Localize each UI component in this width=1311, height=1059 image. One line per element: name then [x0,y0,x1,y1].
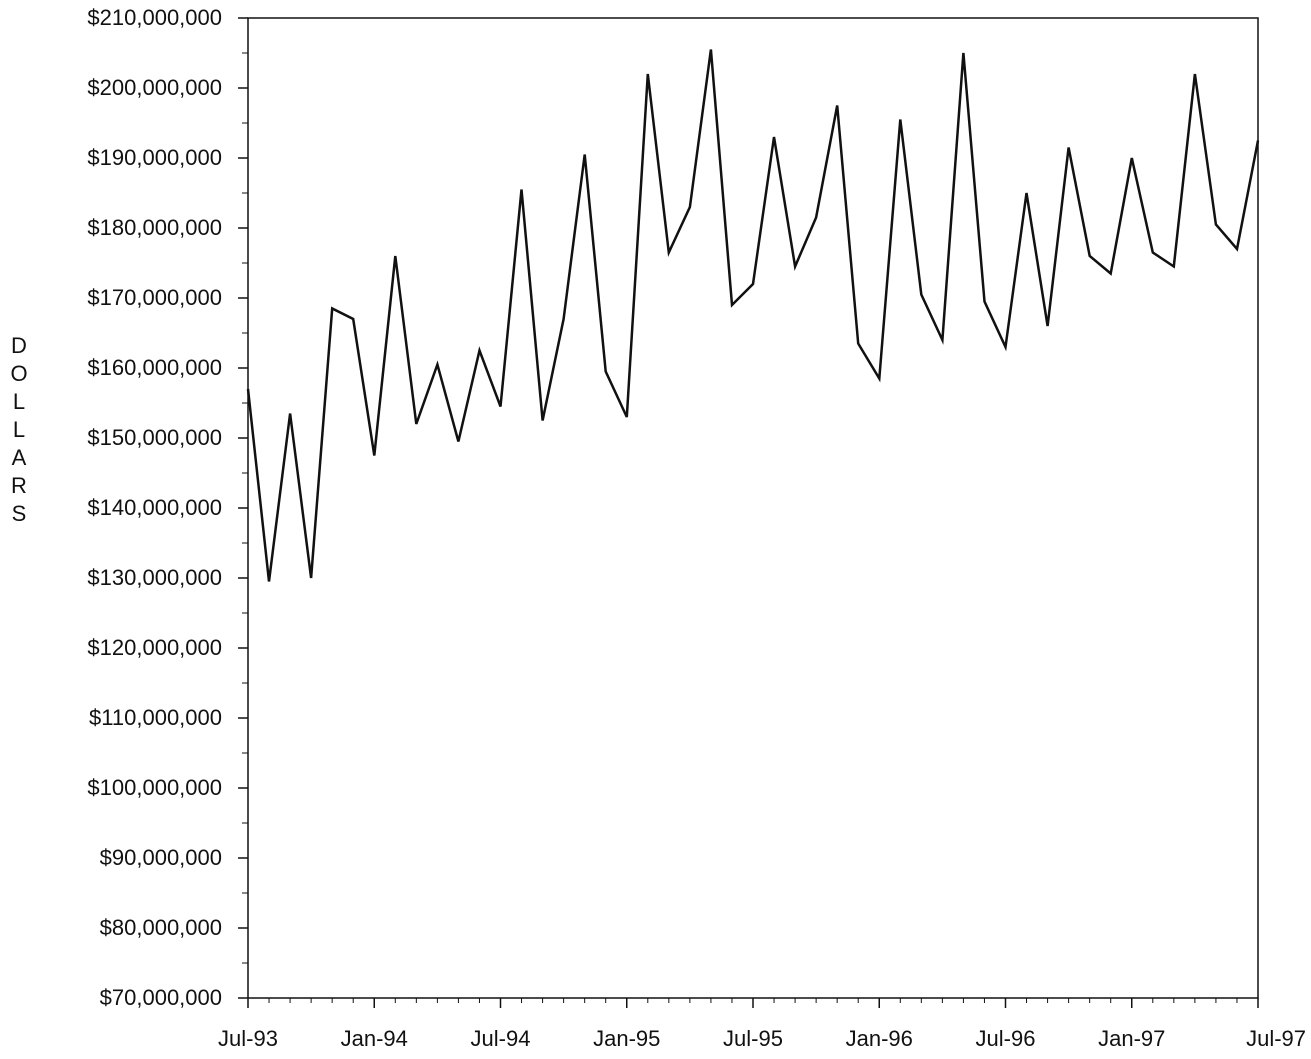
y-tick-label: $110,000,000 [89,705,222,730]
y-axis-label-letter: O [10,361,28,386]
x-tick-label: Jan-94 [341,1026,408,1051]
y-tick-label: $170,000,000 [87,285,222,310]
axes [247,17,1259,999]
y-tick-label: $200,000,000 [87,75,222,100]
y-axis-label-letter: S [11,501,27,526]
x-tick-label: Jul-93 [218,1026,278,1051]
y-axis-ticks: $70,000,000 $80,000,000 $90,000,000 $100,00… [87,5,248,1010]
series-layer [246,49,1260,582]
x-tick-label: Jan-95 [593,1026,660,1051]
y-tick-label: $100,000,000 [87,775,222,800]
y-tick-label: $160,000,000 [87,355,222,380]
y-tick-label: $80,000,000 [100,915,222,940]
y-axis-label-letter: A [11,445,27,470]
minor-ticks [242,17,1259,1003]
y-axis-label-letter: L [12,389,26,414]
y-tick-label: $130,000,000 [87,565,222,590]
x-tick-label: Jul-94 [471,1026,531,1051]
y-tick-label: $210,000,000 [87,5,222,30]
y-tick-label: $90,000,000 [100,845,222,870]
x-tick-label: Jan-97 [1098,1026,1165,1051]
x-axis-ticks: Jul-93 Jan-94 Jul-94 Jan-95 Jul-95 Jan-96 Jul-… [218,998,1306,1051]
x-tick-label: Jul-96 [976,1026,1036,1051]
x-tick-label: Jan-96 [846,1026,913,1051]
y-tick-label: $140,000,000 [87,495,222,520]
y-tick-label: $120,000,000 [87,635,222,660]
y-tick-label: $70,000,000 [100,985,222,1010]
series-line [246,49,1260,582]
y-tick-label: $150,000,000 [87,425,222,450]
y-tick-label: $180,000,000 [87,215,222,240]
y-axis-label-letter: L [12,417,26,442]
plot-frame [247,17,1259,999]
y-tick-label: $190,000,000 [87,145,222,170]
x-tick-label: Jul-97 [1246,1026,1306,1051]
x-tick-label: Jul-95 [723,1026,783,1051]
y-axis-label-letter: R [11,473,27,498]
y-axis-label-letter: D [11,333,27,358]
